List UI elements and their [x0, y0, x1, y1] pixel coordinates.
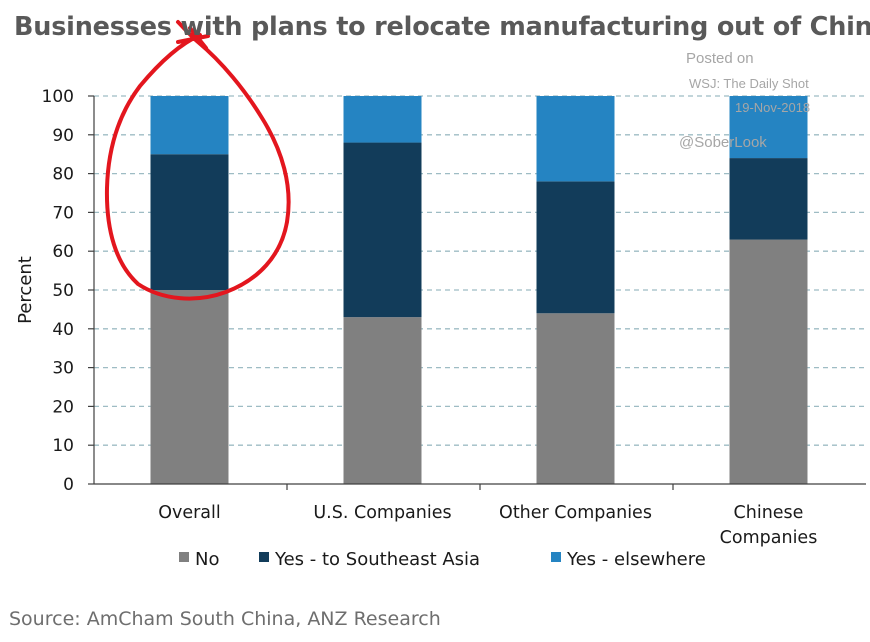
- bar-segment: [150, 96, 229, 155]
- watermark-handle: @SoberLook: [679, 134, 767, 151]
- x-category-labels: Overall U.S. Companies Other Companies Chin…: [158, 503, 817, 548]
- axes: [88, 95, 866, 490]
- y-tick-label: 60: [52, 242, 74, 262]
- legend-swatch: [179, 552, 189, 562]
- y-tick-label: 30: [52, 359, 74, 379]
- y-axis-label: Percent: [15, 256, 36, 324]
- y-tick-label: 80: [52, 165, 74, 185]
- watermark-publication: WSJ: The Daily Shot: [689, 76, 809, 91]
- bar-segment: [343, 142, 422, 318]
- y-tick-label: 0: [63, 475, 74, 495]
- bars: [150, 96, 808, 484]
- y-tick-label: 20: [52, 397, 74, 417]
- y-tick-label: 70: [52, 203, 74, 223]
- y-tick-label: 10: [52, 436, 74, 456]
- legend-swatch: [551, 552, 561, 562]
- bar-segment: [729, 239, 808, 484]
- legend-entry: Yes - to Southeast Asia: [274, 549, 480, 570]
- y-tick-labels: 0 10 20 30 40 50 60 70 80 90 100: [42, 87, 74, 495]
- bar-segment: [150, 290, 229, 484]
- y-tick-label: 50: [52, 281, 74, 301]
- x-tick-label: Other Companies: [499, 503, 652, 523]
- y-tick-label: 40: [52, 320, 74, 340]
- legend-entry: Yes - elsewhere: [566, 549, 706, 570]
- x-tick-label: U.S. Companies: [313, 503, 451, 523]
- bar-segment: [536, 96, 615, 182]
- red-circle-annotation: [104, 20, 291, 301]
- bar-segment: [343, 96, 422, 143]
- legend-swatch: [259, 552, 269, 562]
- source-note: Source: AmCham South China, ANZ Research: [9, 608, 441, 630]
- x-tick-label: Chinese: [734, 503, 804, 523]
- x-tick-label: Companies: [720, 528, 818, 548]
- watermark-date: 19-Nov-2018: [735, 100, 811, 115]
- x-tick-label: Overall: [158, 503, 221, 523]
- y-tick-label: 100: [42, 87, 74, 107]
- bar-segment: [729, 96, 808, 159]
- watermark-posted-on: Posted on: [686, 50, 754, 67]
- chart-title: Businesses with plans to relocate manufa…: [14, 12, 870, 42]
- bar-segment: [343, 317, 422, 484]
- bar-segment: [536, 313, 615, 484]
- y-tick-label: 90: [52, 126, 74, 146]
- bar-segment: [536, 181, 615, 314]
- bar-segment: [150, 154, 229, 290]
- bar-segment: [729, 158, 808, 240]
- legend-entry: No: [195, 549, 219, 570]
- legend: No Yes - to Southeast Asia Yes - elsewhere: [179, 549, 706, 570]
